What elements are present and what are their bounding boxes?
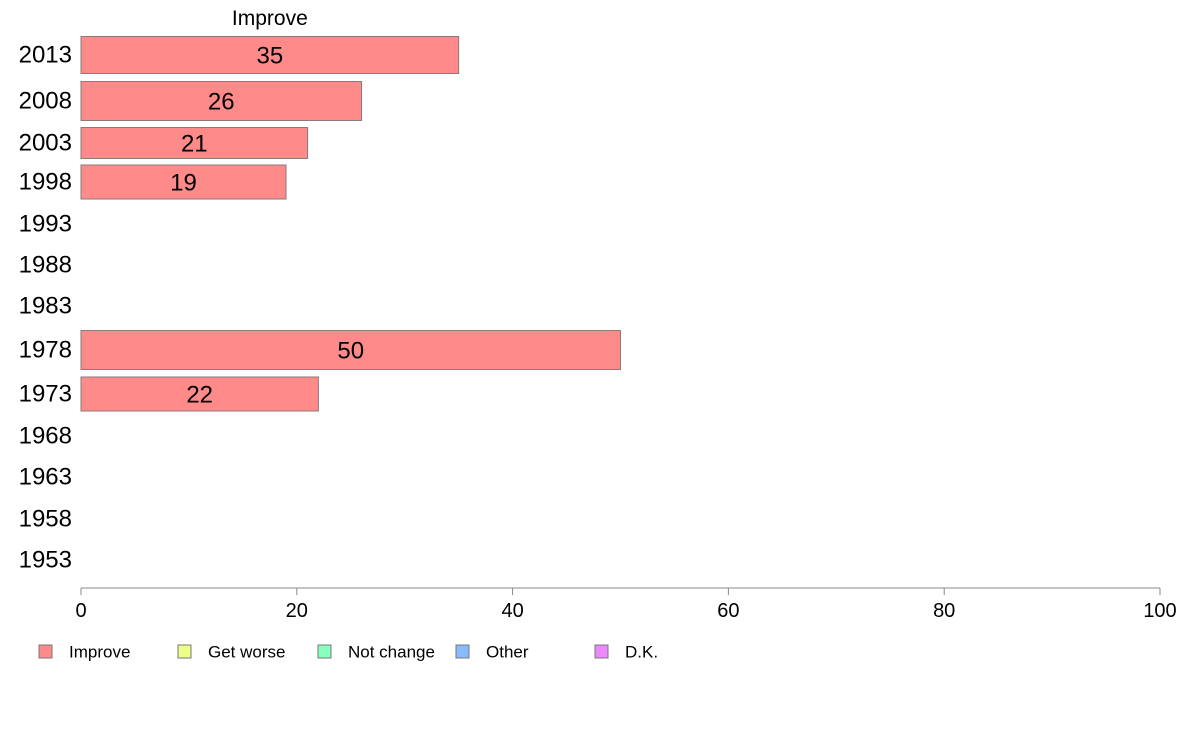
category-label-1968: 1968: [19, 423, 72, 450]
category-label-1973: 1973: [19, 381, 72, 408]
category-label-2003: 2003: [19, 130, 72, 157]
value-label-2013: 35: [256, 43, 283, 70]
legend-swatch-other: [455, 644, 470, 659]
legend-label-other: Other: [486, 643, 529, 662]
legend-label-d-k: D.K.: [625, 643, 658, 662]
bar-1998: [80, 164, 287, 200]
value-label-1998: 19: [170, 170, 197, 197]
legend-label-get-worse: Get worse: [208, 643, 285, 662]
category-label-2013: 2013: [19, 42, 72, 69]
value-label-1973: 22: [186, 382, 213, 409]
bar-2008: [80, 81, 363, 121]
legend-swatch-get-worse: [177, 644, 192, 659]
x-tick-label-0: 0: [75, 600, 86, 622]
legend: Improve Get worse Not change Other D.K.: [38, 643, 658, 662]
category-label-1988: 1988: [19, 252, 72, 279]
x-tick-label-20: 20: [286, 600, 308, 622]
bar-1978: [80, 330, 621, 370]
value-label-2003: 21: [181, 131, 208, 158]
value-label-2008: 26: [208, 89, 235, 116]
x-tick-label-60: 60: [717, 600, 739, 622]
category-label-1998: 1998: [19, 169, 72, 196]
x-axis: 0 20 40 60 80 100: [75, 587, 1177, 622]
legend-swatch-not-change: [317, 644, 332, 659]
legend-swatch-improve: [38, 644, 53, 659]
category-label-1993: 1993: [19, 211, 72, 238]
category-label-1978: 1978: [19, 337, 72, 364]
category-label-1953: 1953: [19, 547, 72, 574]
legend-label-not-change: Not change: [348, 643, 435, 662]
legend-label-improve: Improve: [69, 643, 130, 662]
category-label-1983: 1983: [19, 293, 72, 320]
x-tick-label-100: 100: [1143, 600, 1176, 622]
category-label-1963: 1963: [19, 464, 72, 491]
value-label-1978: 50: [337, 338, 364, 365]
legend-swatch-d-k: [594, 644, 609, 659]
x-tick-label-80: 80: [933, 600, 955, 622]
category-label-1958: 1958: [19, 506, 72, 533]
bar-1973: [80, 376, 319, 412]
category-labels: 2013 2008 2003 1998 1993 1988 1983 1978 1973 1968…: [19, 42, 72, 574]
bar-2003: [80, 127, 309, 159]
x-tick-label-40: 40: [501, 600, 523, 622]
bar-2013: [80, 36, 460, 74]
category-label-2008: 2008: [19, 88, 72, 115]
panel-title: Improve: [232, 7, 308, 30]
